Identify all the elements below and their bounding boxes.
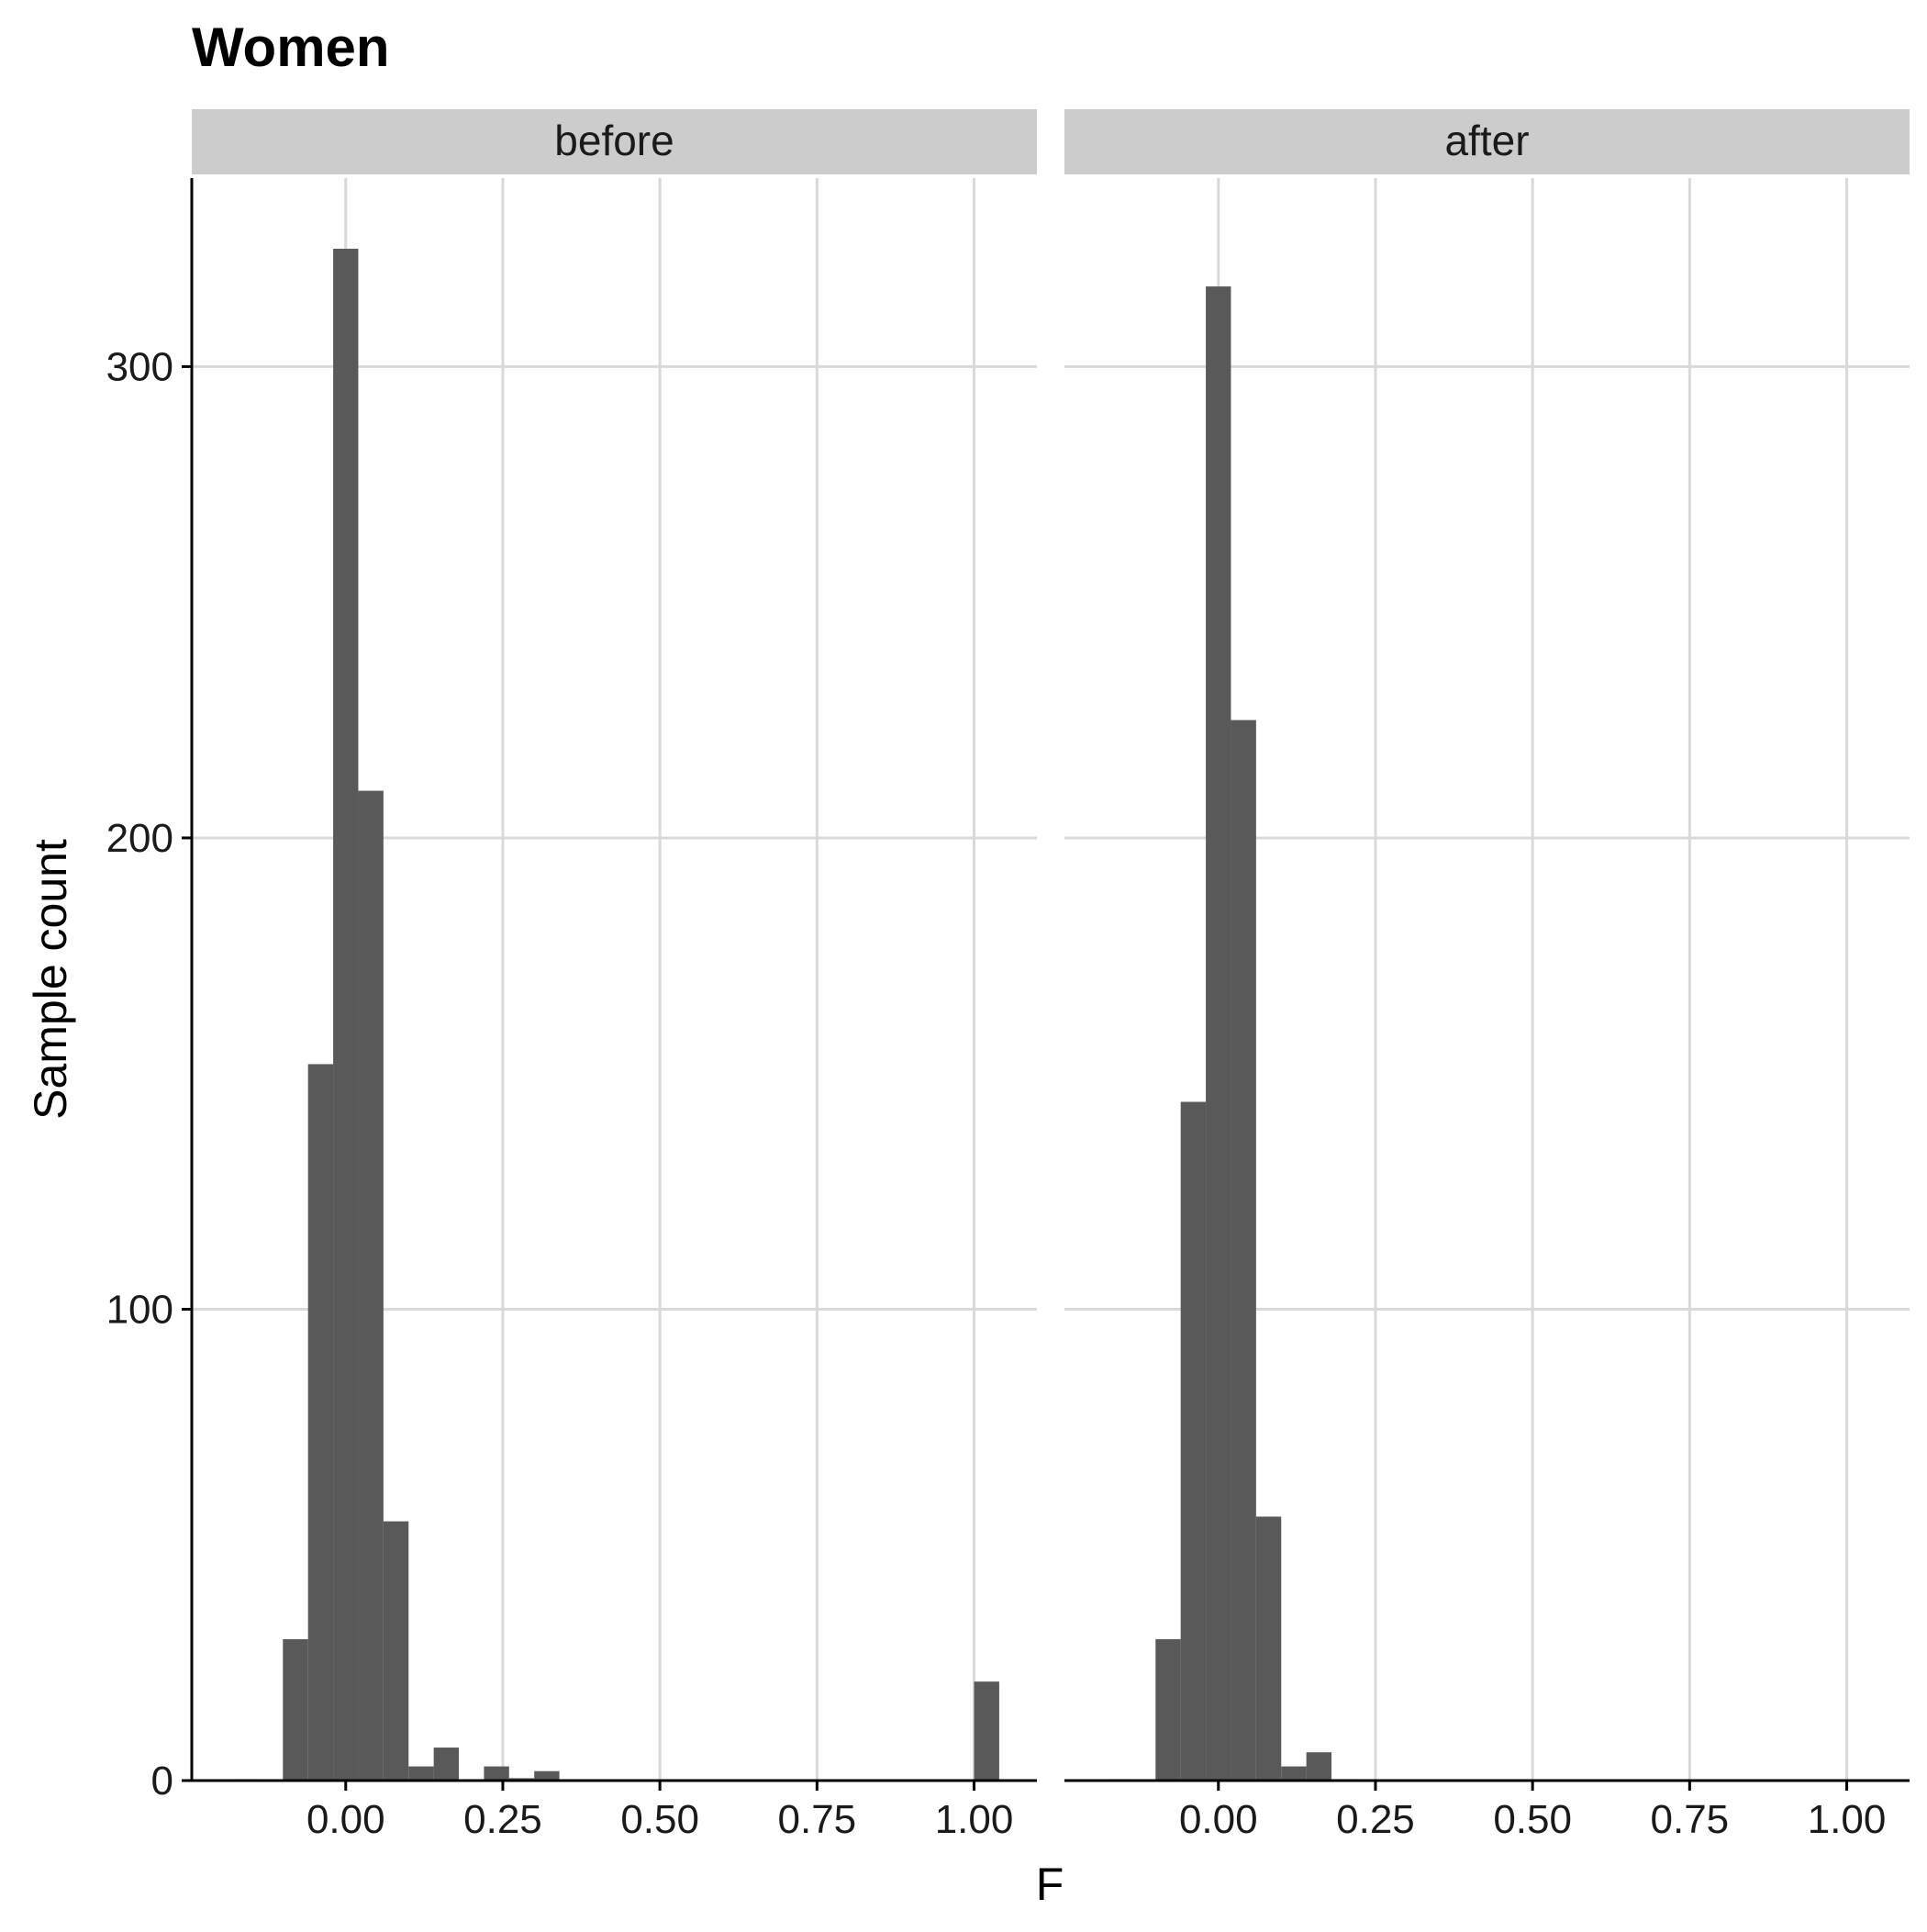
- facet-label-before: before: [554, 117, 674, 164]
- histogram-bar-before-11: [974, 1681, 999, 1781]
- histogram-bar-before-10: [534, 1770, 560, 1781]
- histogram-bar-before-4: [358, 790, 384, 1781]
- histogram-bar-before-3: [333, 249, 359, 1781]
- histogram-bar-after-4: [1231, 720, 1256, 1781]
- histogram-bar-after-6: [1281, 1766, 1307, 1781]
- x-tick-label-after-2: 0.50: [1493, 1797, 1572, 1842]
- panels-layer: before 0.00 0.25 0.50 0.75 1.00 0 100 200 300 afte…: [106, 109, 1910, 1842]
- histogram-bar-before-1: [283, 1638, 308, 1781]
- histogram-bar-after-3: [1206, 286, 1231, 1781]
- histogram-bar-after-1: [1155, 1638, 1181, 1781]
- histogram-bar-after-5: [1255, 1516, 1282, 1781]
- chart-title: Women: [192, 17, 390, 78]
- x-tick-label-after-0: 0.00: [1179, 1797, 1258, 1842]
- y-tick-label-0: 0: [151, 1759, 173, 1804]
- x-tick-label-before-4: 1.00: [935, 1797, 1014, 1842]
- histogram-bar-before-7: [433, 1748, 460, 1781]
- x-tick-label-before-0: 0.00: [306, 1797, 385, 1842]
- x-tick-label-after-1: 0.25: [1336, 1797, 1415, 1842]
- y-axis-label: Sample count: [25, 839, 76, 1120]
- histogram-bar-before-2: [307, 1064, 334, 1781]
- y-tick-label-3: 300: [106, 344, 173, 389]
- histogram-bar-after-2: [1180, 1101, 1207, 1781]
- y-tick-label-2: 200: [106, 816, 173, 861]
- x-tick-label-after-4: 1.00: [1808, 1797, 1887, 1842]
- histogram-bar-before-8: [484, 1766, 509, 1781]
- facet-strip-after: [1064, 109, 1910, 174]
- facet-label-after: after: [1444, 117, 1529, 164]
- histogram-bar-after-7: [1306, 1752, 1332, 1781]
- panel-before: before 0.00 0.25 0.50 0.75 1.00 0 100 200 300: [106, 109, 1037, 1842]
- x-tick-label-before-2: 0.50: [620, 1797, 699, 1842]
- x-tick-label-before-3: 0.75: [778, 1797, 857, 1842]
- x-tick-label-before-1: 0.25: [463, 1797, 542, 1842]
- y-tick-label-1: 100: [106, 1287, 173, 1332]
- histogram-bar-before-5: [383, 1521, 409, 1781]
- x-tick-label-after-3: 0.75: [1651, 1797, 1730, 1842]
- panel-after: after 0.00 0.25 0.50 0.75 1.00: [1064, 109, 1910, 1842]
- facet-strip-before: [192, 109, 1037, 174]
- histogram-bar-before-6: [408, 1766, 434, 1781]
- x-axis-label: F: [1036, 1859, 1064, 1910]
